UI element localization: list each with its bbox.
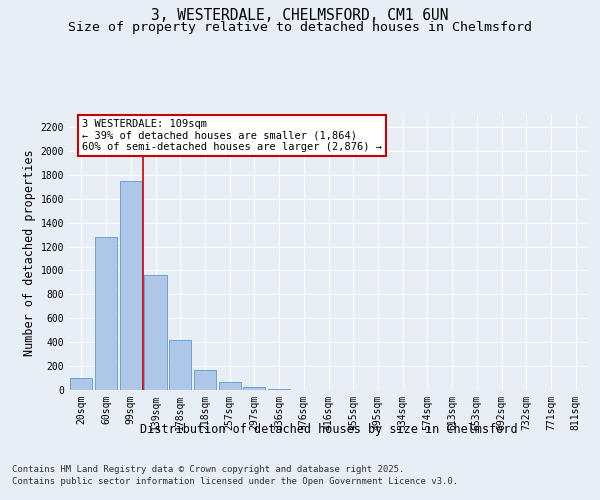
Text: 3, WESTERDALE, CHELMSFORD, CM1 6UN: 3, WESTERDALE, CHELMSFORD, CM1 6UN	[151, 8, 449, 22]
Bar	[194, 370, 216, 390]
Bar	[95, 237, 117, 390]
Bar	[70, 378, 92, 390]
Text: Contains public sector information licensed under the Open Government Licence v3: Contains public sector information licen…	[12, 478, 458, 486]
Bar	[119, 181, 142, 390]
Text: Distribution of detached houses by size in Chelmsford: Distribution of detached houses by size …	[140, 422, 518, 436]
Text: Size of property relative to detached houses in Chelmsford: Size of property relative to detached ho…	[68, 21, 532, 34]
Text: Contains HM Land Registry data © Crown copyright and database right 2025.: Contains HM Land Registry data © Crown c…	[12, 465, 404, 474]
Text: 3 WESTERDALE: 109sqm
← 39% of detached houses are smaller (1,864)
60% of semi-de: 3 WESTERDALE: 109sqm ← 39% of detached h…	[82, 119, 382, 152]
Bar	[145, 275, 167, 390]
Bar	[169, 340, 191, 390]
Bar	[243, 387, 265, 390]
Bar	[218, 382, 241, 390]
Y-axis label: Number of detached properties: Number of detached properties	[23, 149, 37, 356]
